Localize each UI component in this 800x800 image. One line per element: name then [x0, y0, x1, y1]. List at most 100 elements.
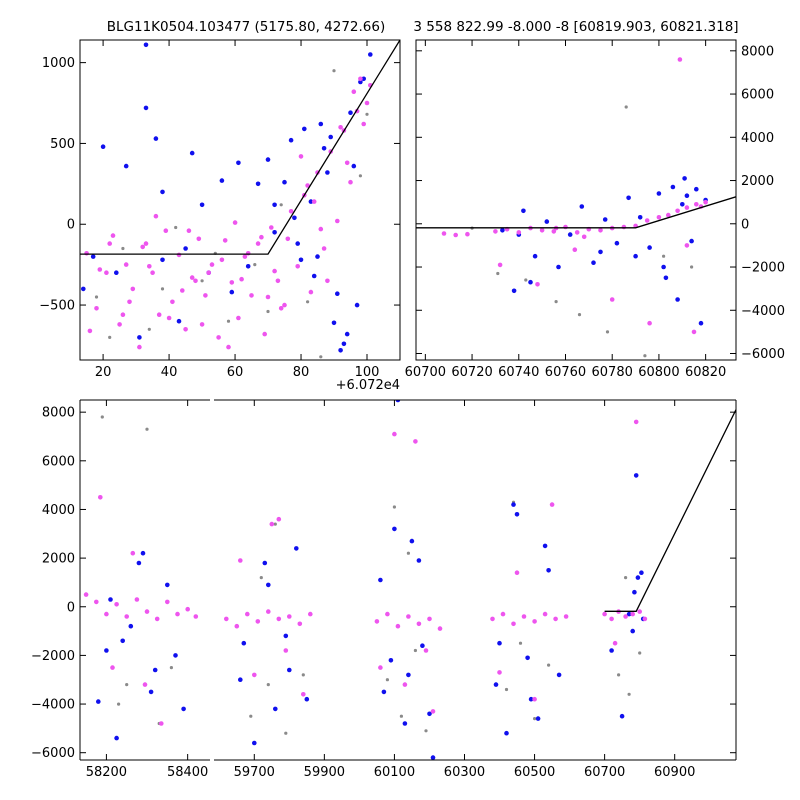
zoom-panel-right-ticks: 60700 60720 60740 60760 60780 60800 60820 −6000…	[405, 40, 785, 380]
left-point-blue	[272, 230, 277, 235]
left-point-gray	[332, 69, 336, 73]
left-point-blue	[315, 254, 320, 259]
full-point-gray	[392, 505, 396, 509]
right-point-blue	[626, 195, 631, 201]
left-point-blue	[302, 126, 307, 132]
left-point-gray	[306, 300, 310, 304]
left-point-magenta	[262, 331, 268, 337]
left-point-blue	[341, 341, 347, 347]
full-ytick-label: 8000	[42, 406, 75, 421]
left-point-magenta	[193, 278, 198, 284]
left-point-blue	[100, 144, 106, 149]
x-offset-label: +6.072e4	[336, 378, 400, 393]
left-point-magenta	[110, 233, 116, 238]
left-point-gray	[358, 174, 362, 178]
left-point-magenta	[196, 236, 202, 242]
full-point-magenta	[269, 521, 275, 527]
full-point-magenta	[287, 614, 292, 619]
left-point-magenta	[321, 246, 327, 251]
left-point-blue	[348, 110, 353, 115]
right-point-blue	[694, 186, 699, 192]
left-point-magenta	[104, 270, 109, 276]
right-xtick-label: 60800	[638, 365, 679, 380]
left-point-magenta	[84, 251, 89, 256]
full-point-gray	[533, 717, 537, 721]
full-point-magenta	[276, 616, 282, 622]
right-point-magenta	[493, 229, 498, 234]
left-point-magenta	[344, 160, 350, 166]
full-curve-segment-1	[83, 415, 199, 741]
full-point-blue	[104, 648, 109, 653]
zoom-panel-right-frame	[415, 39, 737, 361]
full-point-magenta	[642, 616, 648, 622]
full-point-gray	[169, 666, 173, 670]
left-point-gray	[226, 319, 231, 323]
full-point-magenta	[175, 611, 180, 617]
right-point-magenta	[621, 224, 627, 230]
left-point-gray	[108, 335, 112, 339]
full-point-blue	[542, 543, 548, 549]
right-point-magenta	[675, 208, 680, 214]
full-point-magenta	[130, 550, 136, 556]
full-point-magenta	[406, 614, 411, 619]
left-point-magenta	[87, 328, 93, 334]
left-xtick-label: 20	[95, 365, 112, 380]
right-point-blue	[656, 191, 662, 196]
left-point-gray	[94, 295, 99, 299]
full-point-magenta	[553, 616, 558, 622]
right-point-blue	[614, 240, 620, 246]
panel-title-right: 3 558 822.99 -8.000 -8 [60819.903, 60821…	[413, 19, 738, 35]
full-point-magenta	[532, 696, 537, 702]
full-point-magenta	[602, 611, 607, 617]
left-point-blue	[153, 136, 159, 141]
full-xtick-label: 59900	[304, 765, 345, 780]
right-point-magenta	[684, 243, 690, 248]
left-point-blue	[272, 202, 277, 208]
left-point-magenta	[229, 280, 235, 285]
full-point-blue	[273, 706, 278, 712]
full-point-blue	[140, 550, 146, 556]
full-point-magenta	[497, 670, 502, 675]
left-point-magenta	[226, 344, 231, 350]
full-ytick-label: −4000	[31, 698, 75, 713]
full-point-blue	[108, 597, 113, 602]
full-point-gray	[406, 551, 410, 555]
full-point-magenta	[385, 611, 390, 617]
right-point-magenta	[441, 231, 447, 236]
right-point-blue	[591, 260, 596, 266]
left-point-magenta	[288, 209, 294, 214]
full-point-magenta	[633, 419, 639, 425]
right-xtick-label: 60780	[592, 365, 633, 380]
full-point-blue	[136, 560, 142, 566]
left-point-magenta	[219, 257, 225, 263]
right-point-gray	[524, 278, 528, 282]
left-point-magenta	[147, 264, 152, 269]
left-point-magenta	[259, 234, 264, 240]
left-point-blue	[344, 331, 350, 337]
full-curve-segment-2	[224, 400, 736, 760]
left-point-blue	[137, 335, 142, 340]
left-point-magenta	[107, 241, 112, 246]
right-point-gray	[496, 271, 500, 276]
full-xtick-label: 60700	[584, 765, 625, 780]
full-point-magenta	[630, 611, 635, 617]
full-point-blue	[238, 677, 243, 682]
right-xtick-label: 60740	[498, 365, 539, 380]
full-ytick-label: 0	[67, 600, 75, 615]
left-point-magenta	[298, 154, 304, 159]
full-point-magenta	[416, 621, 422, 627]
full-ytick-label: 6000	[42, 454, 75, 469]
full-point-blue	[128, 623, 134, 629]
full-point-blue	[635, 575, 641, 580]
right-ytick-label: −2000	[741, 261, 785, 276]
left-point-gray	[253, 263, 257, 267]
full-point-blue	[395, 400, 401, 403]
full-point-gray	[504, 687, 509, 692]
right-point-magenta	[684, 205, 690, 210]
right-point-magenta	[535, 282, 540, 287]
right-point-blue	[521, 208, 526, 214]
full-point-gray	[617, 673, 621, 677]
full-point-gray	[145, 427, 149, 431]
right-point-blue	[511, 288, 517, 294]
right-point-gray	[624, 105, 628, 109]
